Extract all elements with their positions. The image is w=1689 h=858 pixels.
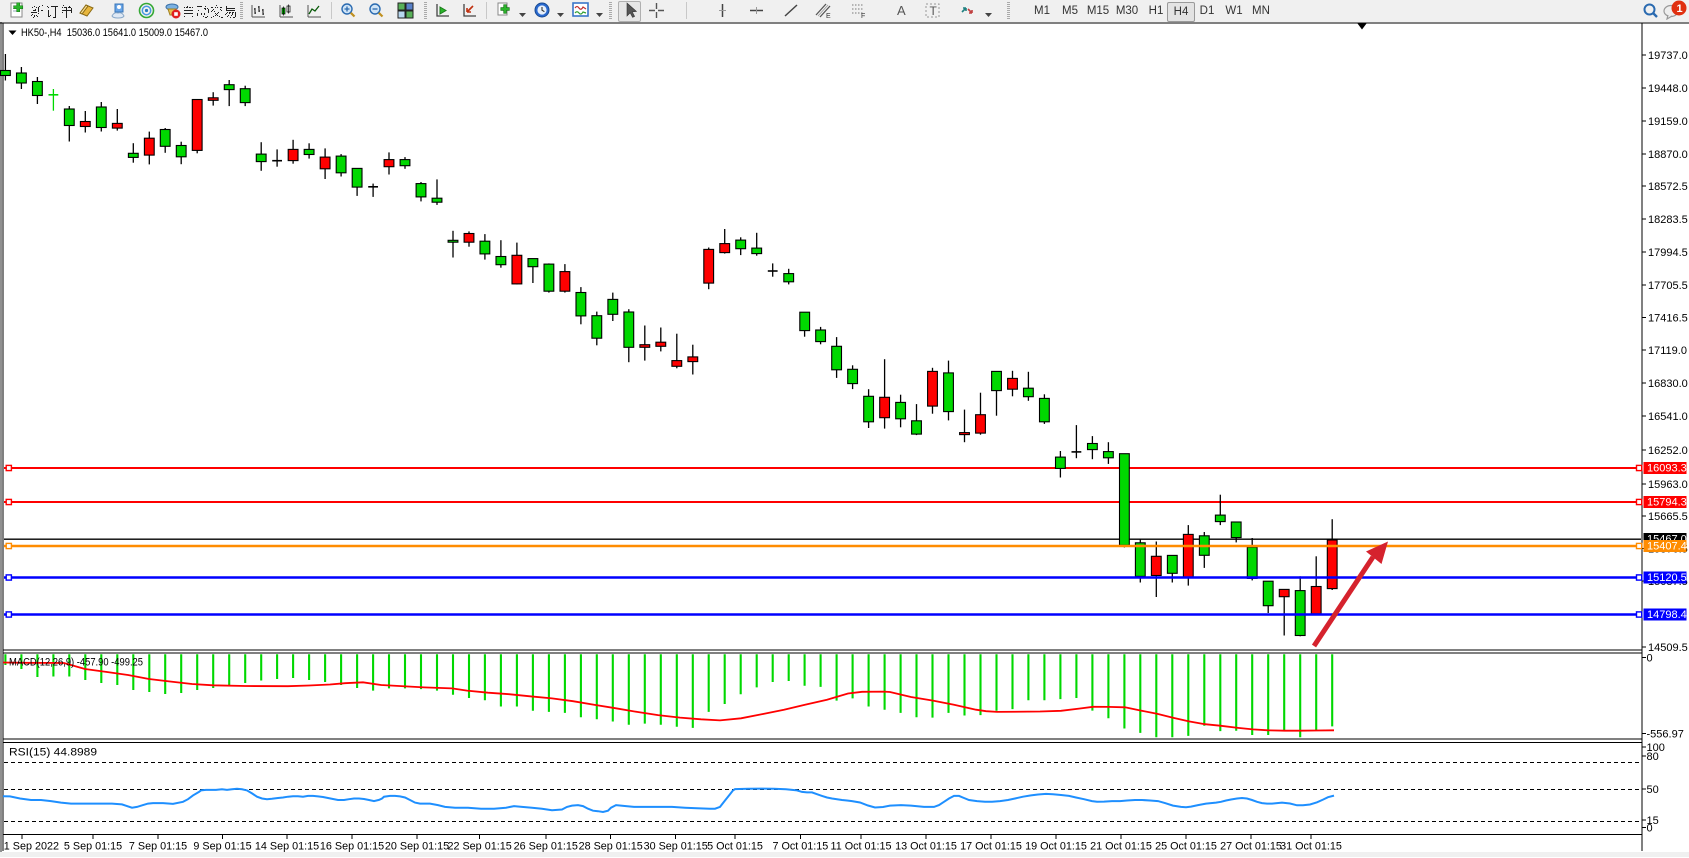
svg-text:13 Oct 01:15: 13 Oct 01:15 bbox=[895, 841, 957, 853]
svg-text:RSI(15) 44.8989: RSI(15) 44.8989 bbox=[9, 747, 97, 759]
svg-text:15120.5: 15120.5 bbox=[1647, 572, 1687, 584]
svg-text:30 Sep 01:15: 30 Sep 01:15 bbox=[644, 841, 708, 853]
svg-text:0: 0 bbox=[1647, 652, 1653, 664]
svg-text:18283.5: 18283.5 bbox=[1648, 214, 1688, 226]
svg-text:18870.0: 18870.0 bbox=[1648, 149, 1688, 161]
svg-text:26 Sep 01:15: 26 Sep 01:15 bbox=[514, 841, 578, 853]
svg-text:20 Sep 01:15: 20 Sep 01:15 bbox=[385, 841, 449, 853]
svg-text:A: A bbox=[897, 3, 906, 18]
svg-text:15: 15 bbox=[1647, 815, 1659, 827]
svg-text:7 Oct 01:15: 7 Oct 01:15 bbox=[772, 841, 828, 853]
svg-text:F: F bbox=[861, 13, 865, 19]
svg-text:5 Oct 01:15: 5 Oct 01:15 bbox=[707, 841, 763, 853]
svg-text:16093.3: 16093.3 bbox=[1647, 463, 1687, 475]
svg-text:16 Sep 01:15: 16 Sep 01:15 bbox=[320, 841, 384, 853]
svg-text:19737.0: 19737.0 bbox=[1648, 50, 1688, 62]
svg-text:-556.97: -556.97 bbox=[1647, 728, 1684, 740]
svg-text:14 Sep 01:15: 14 Sep 01:15 bbox=[255, 841, 319, 853]
svg-text:HK50-,H4 15036.0 15641.0 1500: HK50-,H4 15036.0 15641.0 15009.0 15467.0 bbox=[21, 27, 208, 39]
svg-text:25 Oct 01:15: 25 Oct 01:15 bbox=[1155, 841, 1217, 853]
svg-text:7 Sep 01:15: 7 Sep 01:15 bbox=[129, 841, 187, 853]
svg-text:15407.4: 15407.4 bbox=[1647, 541, 1687, 553]
svg-text:19 Oct 01:15: 19 Oct 01:15 bbox=[1025, 841, 1087, 853]
svg-text:11 Oct 01:15: 11 Oct 01:15 bbox=[830, 841, 891, 853]
svg-text:T: T bbox=[930, 4, 938, 18]
svg-text:21 Oct 01:15: 21 Oct 01:15 bbox=[1090, 841, 1152, 853]
svg-text:17 Oct 01:15: 17 Oct 01:15 bbox=[960, 841, 1022, 853]
svg-text:22 Sep 01:15: 22 Sep 01:15 bbox=[447, 841, 511, 853]
svg-text:0: 0 bbox=[1647, 822, 1653, 834]
svg-text:14798.4: 14798.4 bbox=[1647, 609, 1687, 621]
svg-text:1: 1 bbox=[1677, 3, 1683, 15]
svg-text:50: 50 bbox=[1647, 784, 1659, 796]
svg-text:17416.5: 17416.5 bbox=[1648, 312, 1688, 324]
svg-text:15794.3: 15794.3 bbox=[1647, 497, 1687, 509]
svg-text:17705.5: 17705.5 bbox=[1648, 280, 1688, 292]
svg-text:100: 100 bbox=[1647, 742, 1665, 754]
svg-text:19159.0: 19159.0 bbox=[1648, 116, 1688, 128]
svg-text:5 Sep 01:15: 5 Sep 01:15 bbox=[64, 841, 122, 853]
svg-text:19448.0: 19448.0 bbox=[1648, 83, 1688, 95]
svg-text:9 Sep 01:15: 9 Sep 01:15 bbox=[193, 841, 251, 853]
svg-text:31 Oct 01:15: 31 Oct 01:15 bbox=[1280, 841, 1342, 853]
svg-text:28 Sep 01:15: 28 Sep 01:15 bbox=[579, 841, 643, 853]
svg-text:E: E bbox=[826, 13, 831, 19]
svg-text:14509.5: 14509.5 bbox=[1648, 642, 1688, 654]
svg-text:15665.5: 15665.5 bbox=[1648, 511, 1688, 523]
svg-text:80: 80 bbox=[1647, 751, 1659, 763]
svg-text:16541.0: 16541.0 bbox=[1648, 411, 1688, 423]
svg-text:MACD(12,26,9) -457.90 -499.25: MACD(12,26,9) -457.90 -499.25 bbox=[9, 657, 143, 669]
svg-text:16830.0: 16830.0 bbox=[1648, 378, 1688, 390]
svg-text:18572.5: 18572.5 bbox=[1648, 181, 1688, 193]
svg-text:27 Oct 01:15: 27 Oct 01:15 bbox=[1220, 841, 1282, 853]
svg-text:16252.0: 16252.0 bbox=[1648, 445, 1688, 457]
svg-text:15963.0: 15963.0 bbox=[1648, 479, 1688, 491]
svg-text:17119.0: 17119.0 bbox=[1648, 345, 1687, 357]
svg-text:17994.5: 17994.5 bbox=[1648, 247, 1688, 259]
svg-text:1 Sep 2022: 1 Sep 2022 bbox=[4, 841, 59, 853]
